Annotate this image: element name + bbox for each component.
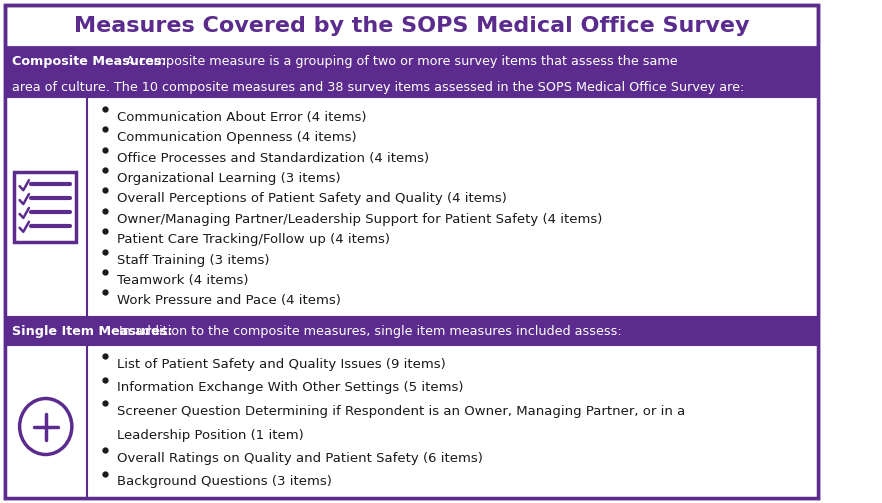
FancyBboxPatch shape bbox=[4, 47, 818, 97]
Text: Overall Perceptions of Patient Safety and Quality (4 items): Overall Perceptions of Patient Safety an… bbox=[116, 193, 506, 206]
Text: Work Pressure and Pace (4 items): Work Pressure and Pace (4 items) bbox=[116, 294, 340, 307]
Text: area of culture. The 10 composite measures and 38 survey items assessed in the S: area of culture. The 10 composite measur… bbox=[12, 80, 744, 94]
Text: Screener Question Determining if Respondent is an Owner, Managing Partner, or in: Screener Question Determining if Respond… bbox=[116, 405, 685, 418]
Text: Composite Measures:: Composite Measures: bbox=[12, 54, 167, 67]
FancyBboxPatch shape bbox=[4, 97, 818, 317]
Text: Teamwork (4 items): Teamwork (4 items) bbox=[116, 274, 248, 287]
Text: Organizational Learning (3 items): Organizational Learning (3 items) bbox=[116, 172, 340, 185]
Text: Single Item Measures:: Single Item Measures: bbox=[12, 324, 173, 338]
FancyBboxPatch shape bbox=[14, 173, 76, 241]
Text: Owner/Managing Partner/Leadership Support for Patient Safety (4 items): Owner/Managing Partner/Leadership Suppor… bbox=[116, 213, 602, 226]
Text: Patient Care Tracking/Follow up (4 items): Patient Care Tracking/Follow up (4 items… bbox=[116, 233, 390, 246]
Text: Overall Ratings on Quality and Patient Safety (6 items): Overall Ratings on Quality and Patient S… bbox=[116, 452, 482, 465]
Text: A composite measure is a grouping of two or more survey items that assess the sa: A composite measure is a grouping of two… bbox=[123, 54, 678, 67]
Text: Measures Covered by the SOPS Medical Office Survey: Measures Covered by the SOPS Medical Off… bbox=[74, 16, 750, 36]
Text: Information Exchange With Other Settings (5 items): Information Exchange With Other Settings… bbox=[116, 381, 463, 394]
Circle shape bbox=[19, 398, 71, 455]
Text: Communication Openness (4 items): Communication Openness (4 items) bbox=[116, 131, 356, 144]
FancyBboxPatch shape bbox=[4, 345, 818, 498]
FancyBboxPatch shape bbox=[4, 5, 818, 498]
Text: Office Processes and Standardization (4 items): Office Processes and Standardization (4 … bbox=[116, 152, 429, 165]
Text: In addition to the composite measures, single item measures included assess:: In addition to the composite measures, s… bbox=[115, 324, 622, 338]
Text: List of Patient Safety and Quality Issues (9 items): List of Patient Safety and Quality Issue… bbox=[116, 358, 445, 371]
Text: Leadership Position (1 item): Leadership Position (1 item) bbox=[116, 429, 303, 442]
Text: Background Questions (3 items): Background Questions (3 items) bbox=[116, 475, 332, 488]
FancyBboxPatch shape bbox=[4, 317, 818, 345]
Text: Staff Training (3 items): Staff Training (3 items) bbox=[116, 254, 269, 267]
Text: Communication About Error (4 items): Communication About Error (4 items) bbox=[116, 111, 366, 124]
